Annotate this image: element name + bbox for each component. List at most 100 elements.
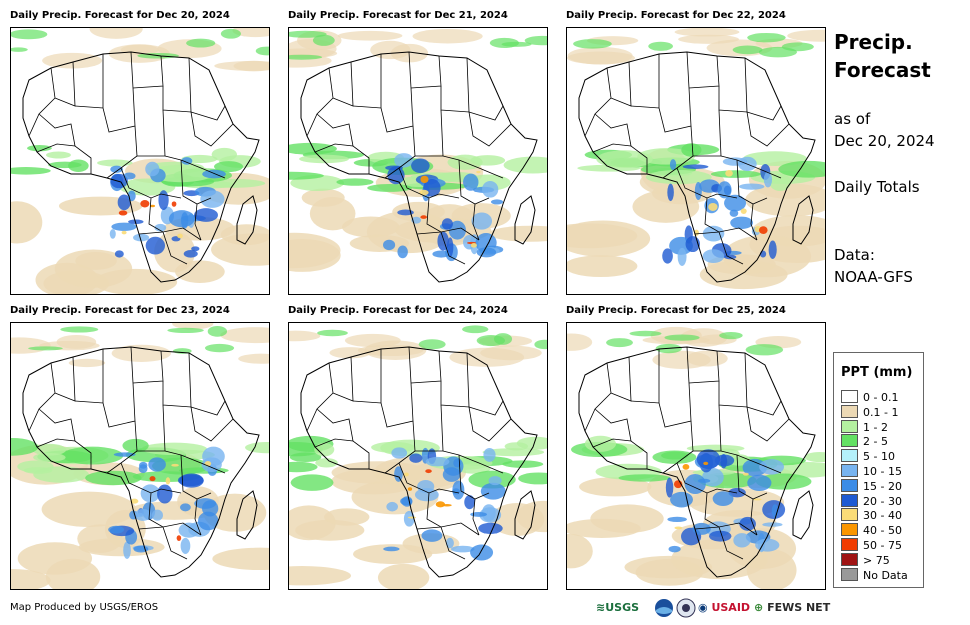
precip-area [745,183,825,217]
precip-area [186,38,216,48]
country-border [468,111,512,147]
precip-area [518,472,547,485]
country-border [28,67,56,137]
precip-area [180,537,191,554]
precip-area [123,541,131,559]
country-border [718,526,744,560]
data-source: NOAA-GFS [834,268,913,286]
precip-area [759,459,785,475]
precip-area [482,180,499,198]
coastline [300,51,538,283]
legend-swatch [841,390,858,403]
madagascar-outline [792,490,814,540]
precip-area [108,525,125,534]
legend-swatch [841,404,858,418]
precip-area [488,225,547,242]
precip-area [409,453,423,463]
country-border [442,155,504,179]
precip-area [85,470,142,486]
legend-label: 0 - 0.1 [863,391,899,404]
legend-item: 5 - 10 [841,449,895,463]
precip-area [729,209,739,217]
precip-area [130,498,139,504]
precip-area [618,474,671,482]
legend-label: > 75 [863,553,890,567]
precip-area [289,330,321,342]
legend-label: 2 - 5 [863,435,888,449]
legend-label: 40 - 50 [863,524,902,538]
precip-area [769,174,792,191]
legend-label: 15 - 20 [863,479,902,493]
precip-area [471,212,493,230]
precip-area [121,230,127,235]
precip-area [470,544,494,561]
country-border [137,109,166,157]
precip-area [674,526,683,530]
precip-area [312,34,335,46]
legend-item: 10 - 15 [841,464,902,478]
country-border [138,231,164,235]
country-border [750,203,758,241]
country-border [164,155,226,179]
africa-precip-map [567,326,825,589]
precip-area [476,335,506,347]
precip-area [709,530,732,542]
precip-area [400,497,413,506]
precip-area [452,480,465,500]
legend-swatch [841,567,858,581]
precip-area [140,200,150,208]
precip-area [681,143,702,157]
panel-title-2: Daily Precip. Forecast for Dec 21, 2024 [288,10,508,21]
precip-area [317,329,348,337]
noaa-logo-icon [654,598,674,618]
precip-area [390,43,429,63]
legend-swatch [841,449,858,463]
precip-area [745,344,784,356]
precip-area [425,469,432,474]
precip-area [134,512,144,518]
precip-area [154,223,167,232]
country-border [720,155,782,179]
precip-area [479,507,502,523]
precip-area [11,29,48,40]
country-border [137,404,166,452]
usgs-logo: ≋USGS [596,601,640,614]
precip-area [464,495,475,510]
precip-area [238,353,269,364]
precip-area [133,233,150,242]
precip-area [397,245,408,259]
precip-area [441,218,453,230]
country-border [662,125,694,179]
precip-area [324,508,370,526]
legend-swatch [841,464,858,477]
precip-area [733,533,751,548]
precip-area [138,464,148,473]
precip-area [746,549,797,589]
precip-area [383,546,400,552]
precip-area [245,441,269,454]
precip-area [28,346,63,351]
legend-swatch [841,523,858,537]
precip-area [684,474,706,495]
precip-area [181,157,193,165]
map-panel-6 [566,322,826,590]
precip-area [11,201,43,244]
country-border [694,526,720,530]
precip-area [421,529,443,542]
precip-area [357,344,424,357]
country-border [458,454,490,500]
precip-area [662,248,673,264]
country-border [162,57,192,113]
precip-area [758,226,768,234]
legend-label: 0.1 - 1 [863,405,899,419]
precip-area [42,52,103,69]
map-panel-4 [10,322,270,590]
precip-area [194,498,217,509]
precip-area [437,231,449,251]
precip-area [151,509,163,521]
coastline [578,346,816,578]
precip-area [753,498,762,501]
country-border [746,105,782,121]
precip-area [289,452,322,463]
country-border [106,125,138,179]
